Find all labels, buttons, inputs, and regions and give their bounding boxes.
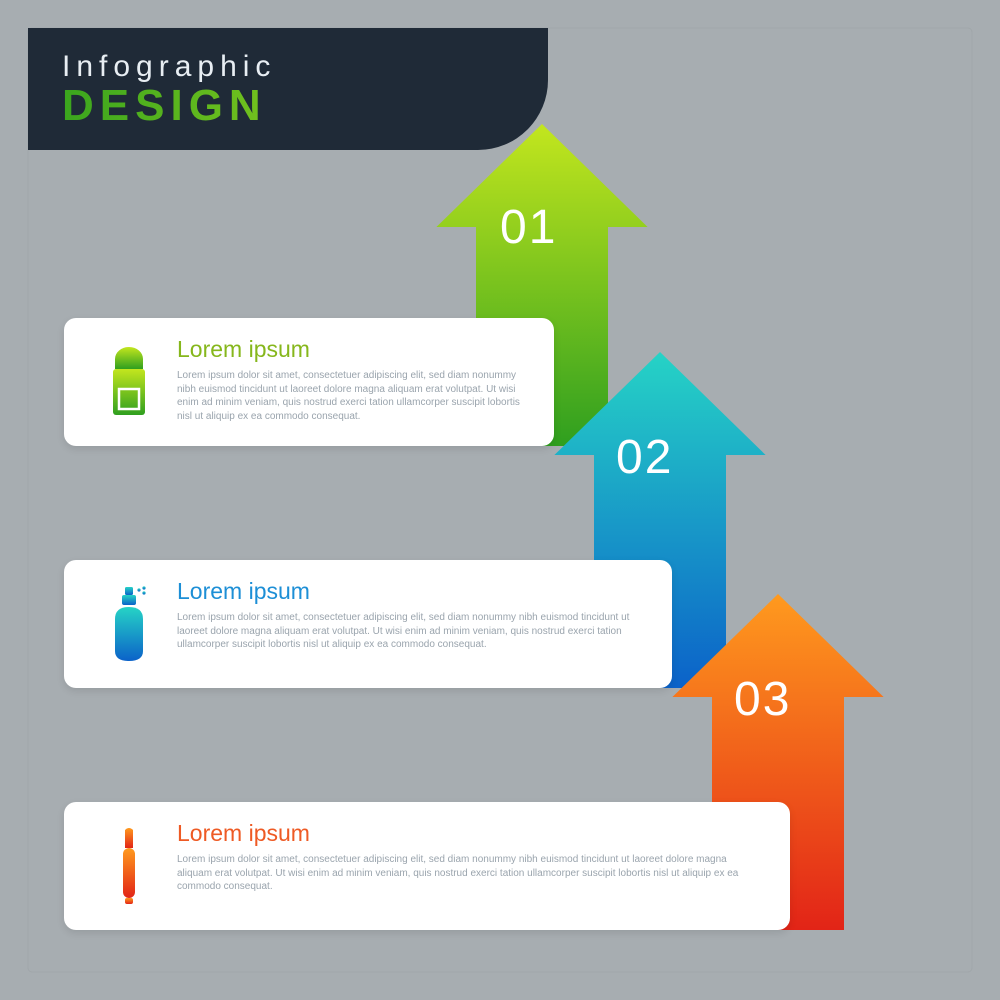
info-card-3: Lorem ipsum Lorem ipsum dolor sit amet, … [64,802,790,930]
deodorant-icon [86,345,171,419]
step-number-3: 03 [734,672,791,727]
card-body: Lorem ipsum dolor sit amet, consectetuer… [177,369,520,423]
header-line-2: DESIGN [62,84,514,128]
card-text: Lorem ipsum Lorem ipsum dolor sit amet, … [171,820,768,894]
card-text: Lorem ipsum Lorem ipsum dolor sit amet, … [171,578,650,652]
card-body: Lorem ipsum dolor sit amet, consectetuer… [177,853,756,894]
header-banner: Infographic DESIGN [28,28,548,150]
card-text: Lorem ipsum Lorem ipsum dolor sit amet, … [171,336,532,423]
card-title: Lorem ipsum [177,578,638,605]
info-card-2: Lorem ipsum Lorem ipsum dolor sit amet, … [64,560,672,688]
mascara-icon [86,826,171,906]
spray-icon [86,585,171,663]
card-title: Lorem ipsum [177,820,756,847]
step-number-2: 02 [616,430,673,485]
card-body: Lorem ipsum dolor sit amet, consectetuer… [177,611,638,652]
header-line-1: Infographic [62,50,514,84]
card-title: Lorem ipsum [177,336,520,363]
step-number-1: 01 [500,200,557,255]
info-card-1: Lorem ipsum Lorem ipsum dolor sit amet, … [64,318,554,446]
infographic-stage: Infographic DESIGN [0,0,1000,1000]
